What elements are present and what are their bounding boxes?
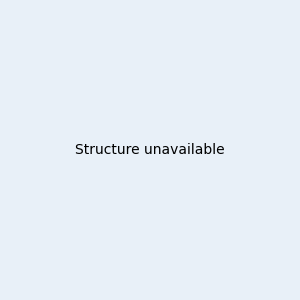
Text: Structure unavailable: Structure unavailable bbox=[75, 143, 225, 157]
